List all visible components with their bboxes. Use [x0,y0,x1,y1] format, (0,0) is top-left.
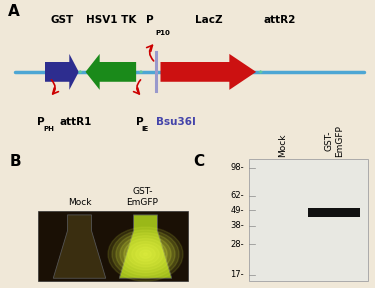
Text: 62-: 62- [230,191,244,200]
Text: 49-: 49- [230,206,244,215]
Polygon shape [160,54,256,90]
Circle shape [116,233,175,276]
Text: PH: PH [43,126,54,132]
Text: IE: IE [142,126,149,132]
Polygon shape [258,70,263,74]
Text: GST-
EmGFP: GST- EmGFP [126,187,158,206]
Text: GST: GST [50,16,74,25]
Text: attR2: attR2 [263,16,296,25]
Text: A: A [8,5,19,20]
Circle shape [132,244,159,264]
Circle shape [112,230,179,278]
Polygon shape [45,54,79,90]
Bar [38,211,188,281]
Circle shape [136,247,155,261]
Circle shape [108,227,183,281]
Text: 28-: 28- [230,240,244,249]
Text: 38-: 38- [230,221,244,230]
Text: 98-: 98- [230,163,244,172]
Text: P: P [136,117,143,127]
Polygon shape [119,215,172,278]
Text: Mock: Mock [68,198,91,206]
Polygon shape [78,70,82,74]
Text: HSV1 TK: HSV1 TK [86,16,136,25]
Text: P: P [38,117,45,127]
Text: GST-
EmGFP: GST- EmGFP [325,125,344,157]
Circle shape [120,236,171,273]
Polygon shape [53,215,106,278]
Text: LacZ: LacZ [195,16,222,25]
Circle shape [140,250,152,258]
Text: B: B [9,154,21,169]
Circle shape [128,241,163,267]
Polygon shape [139,70,143,74]
Bar [249,159,368,281]
Text: attR1: attR1 [59,117,92,127]
Text: P10: P10 [155,30,170,36]
Bar [308,209,360,217]
Text: Mock: Mock [278,133,287,157]
Polygon shape [86,54,136,90]
Text: Bsu36I: Bsu36I [156,117,196,127]
Text: P: P [146,16,154,25]
Circle shape [124,238,167,270]
Text: C: C [193,154,204,169]
Circle shape [144,253,147,255]
Text: 17-: 17- [230,270,244,279]
